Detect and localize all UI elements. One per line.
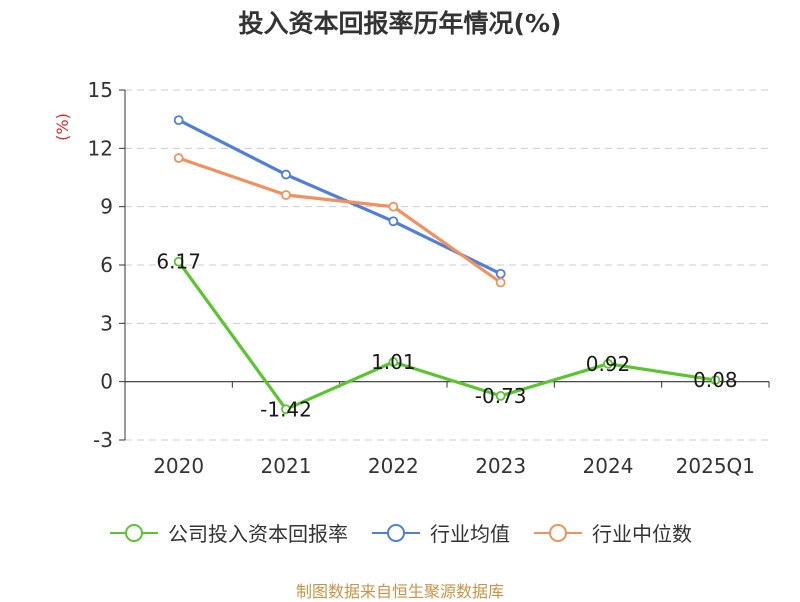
data-point [388, 201, 399, 212]
legend-swatch-icon [110, 523, 158, 542]
data-point [603, 358, 613, 369]
series-lines [173, 115, 721, 415]
data-labels: 6.17 -1.42 1.01 -0.73 0.92 0.08 [156, 250, 737, 422]
y-tick-label: 0 [100, 370, 113, 394]
data-point [281, 169, 291, 180]
x-tick-label: 2023 [475, 454, 526, 478]
data-label: 0.92 [586, 352, 631, 376]
data-point [388, 216, 399, 227]
y-axis-label: (%) [53, 113, 72, 141]
y-tick-label: 3 [100, 311, 113, 335]
series-line [178, 156, 502, 284]
data-point [281, 190, 291, 200]
data-label: -1.42 [260, 397, 312, 421]
data-label: 1.01 [371, 350, 416, 374]
data-label: 6.17 [156, 250, 201, 274]
y-tick-label: 15 [88, 78, 113, 102]
legend-item[interactable]: 公司投入资本回报率 [108, 518, 348, 547]
y-tick-label: 6 [100, 253, 113, 277]
data-point [173, 153, 184, 163]
legend-label: 行业中位数 [592, 522, 692, 546]
legend: 公司投入资本回报率 行业均值 行业中位数 [0, 518, 800, 547]
data-point [281, 404, 291, 415]
legend-swatch-icon [372, 523, 420, 542]
data-point [388, 357, 399, 367]
x-tick-label: 2025Q1 [676, 454, 755, 478]
data-point [495, 390, 506, 401]
data-point [495, 268, 506, 279]
x-tick-label: 2020 [153, 454, 204, 478]
legend-item[interactable]: 行业中位数 [532, 518, 692, 547]
source-note: 制图数据来自恒生聚源数据库 [295, 582, 504, 601]
x-tick-label: 2024 [583, 454, 634, 478]
data-point [173, 115, 184, 126]
y-tick-label: -3 [93, 428, 113, 452]
legend-label: 公司投入资本回报率 [168, 522, 348, 546]
y-tick-label: 12 [88, 136, 113, 160]
series-line [177, 118, 502, 276]
x-tick-label: 2021 [261, 454, 312, 478]
x-tick-label: 2022 [368, 454, 419, 478]
legend-item[interactable]: 行业均值 [370, 518, 510, 547]
y-tick-label: 9 [100, 195, 113, 219]
data-point [173, 256, 184, 267]
data-point [495, 277, 506, 288]
chart-title: 投入资本回报率历年情况(%) [238, 9, 562, 38]
data-label: -0.73 [475, 384, 527, 408]
legend-swatch-icon [534, 523, 582, 542]
series-line [177, 260, 716, 411]
data-point [710, 375, 721, 386]
axes: -3 0 3 6 9 12 15 2020 2021 2022 2023 2024 2025Q1 [88, 78, 770, 478]
data-label: 0.08 [693, 368, 738, 392]
legend-label: 行业均值 [430, 522, 510, 546]
